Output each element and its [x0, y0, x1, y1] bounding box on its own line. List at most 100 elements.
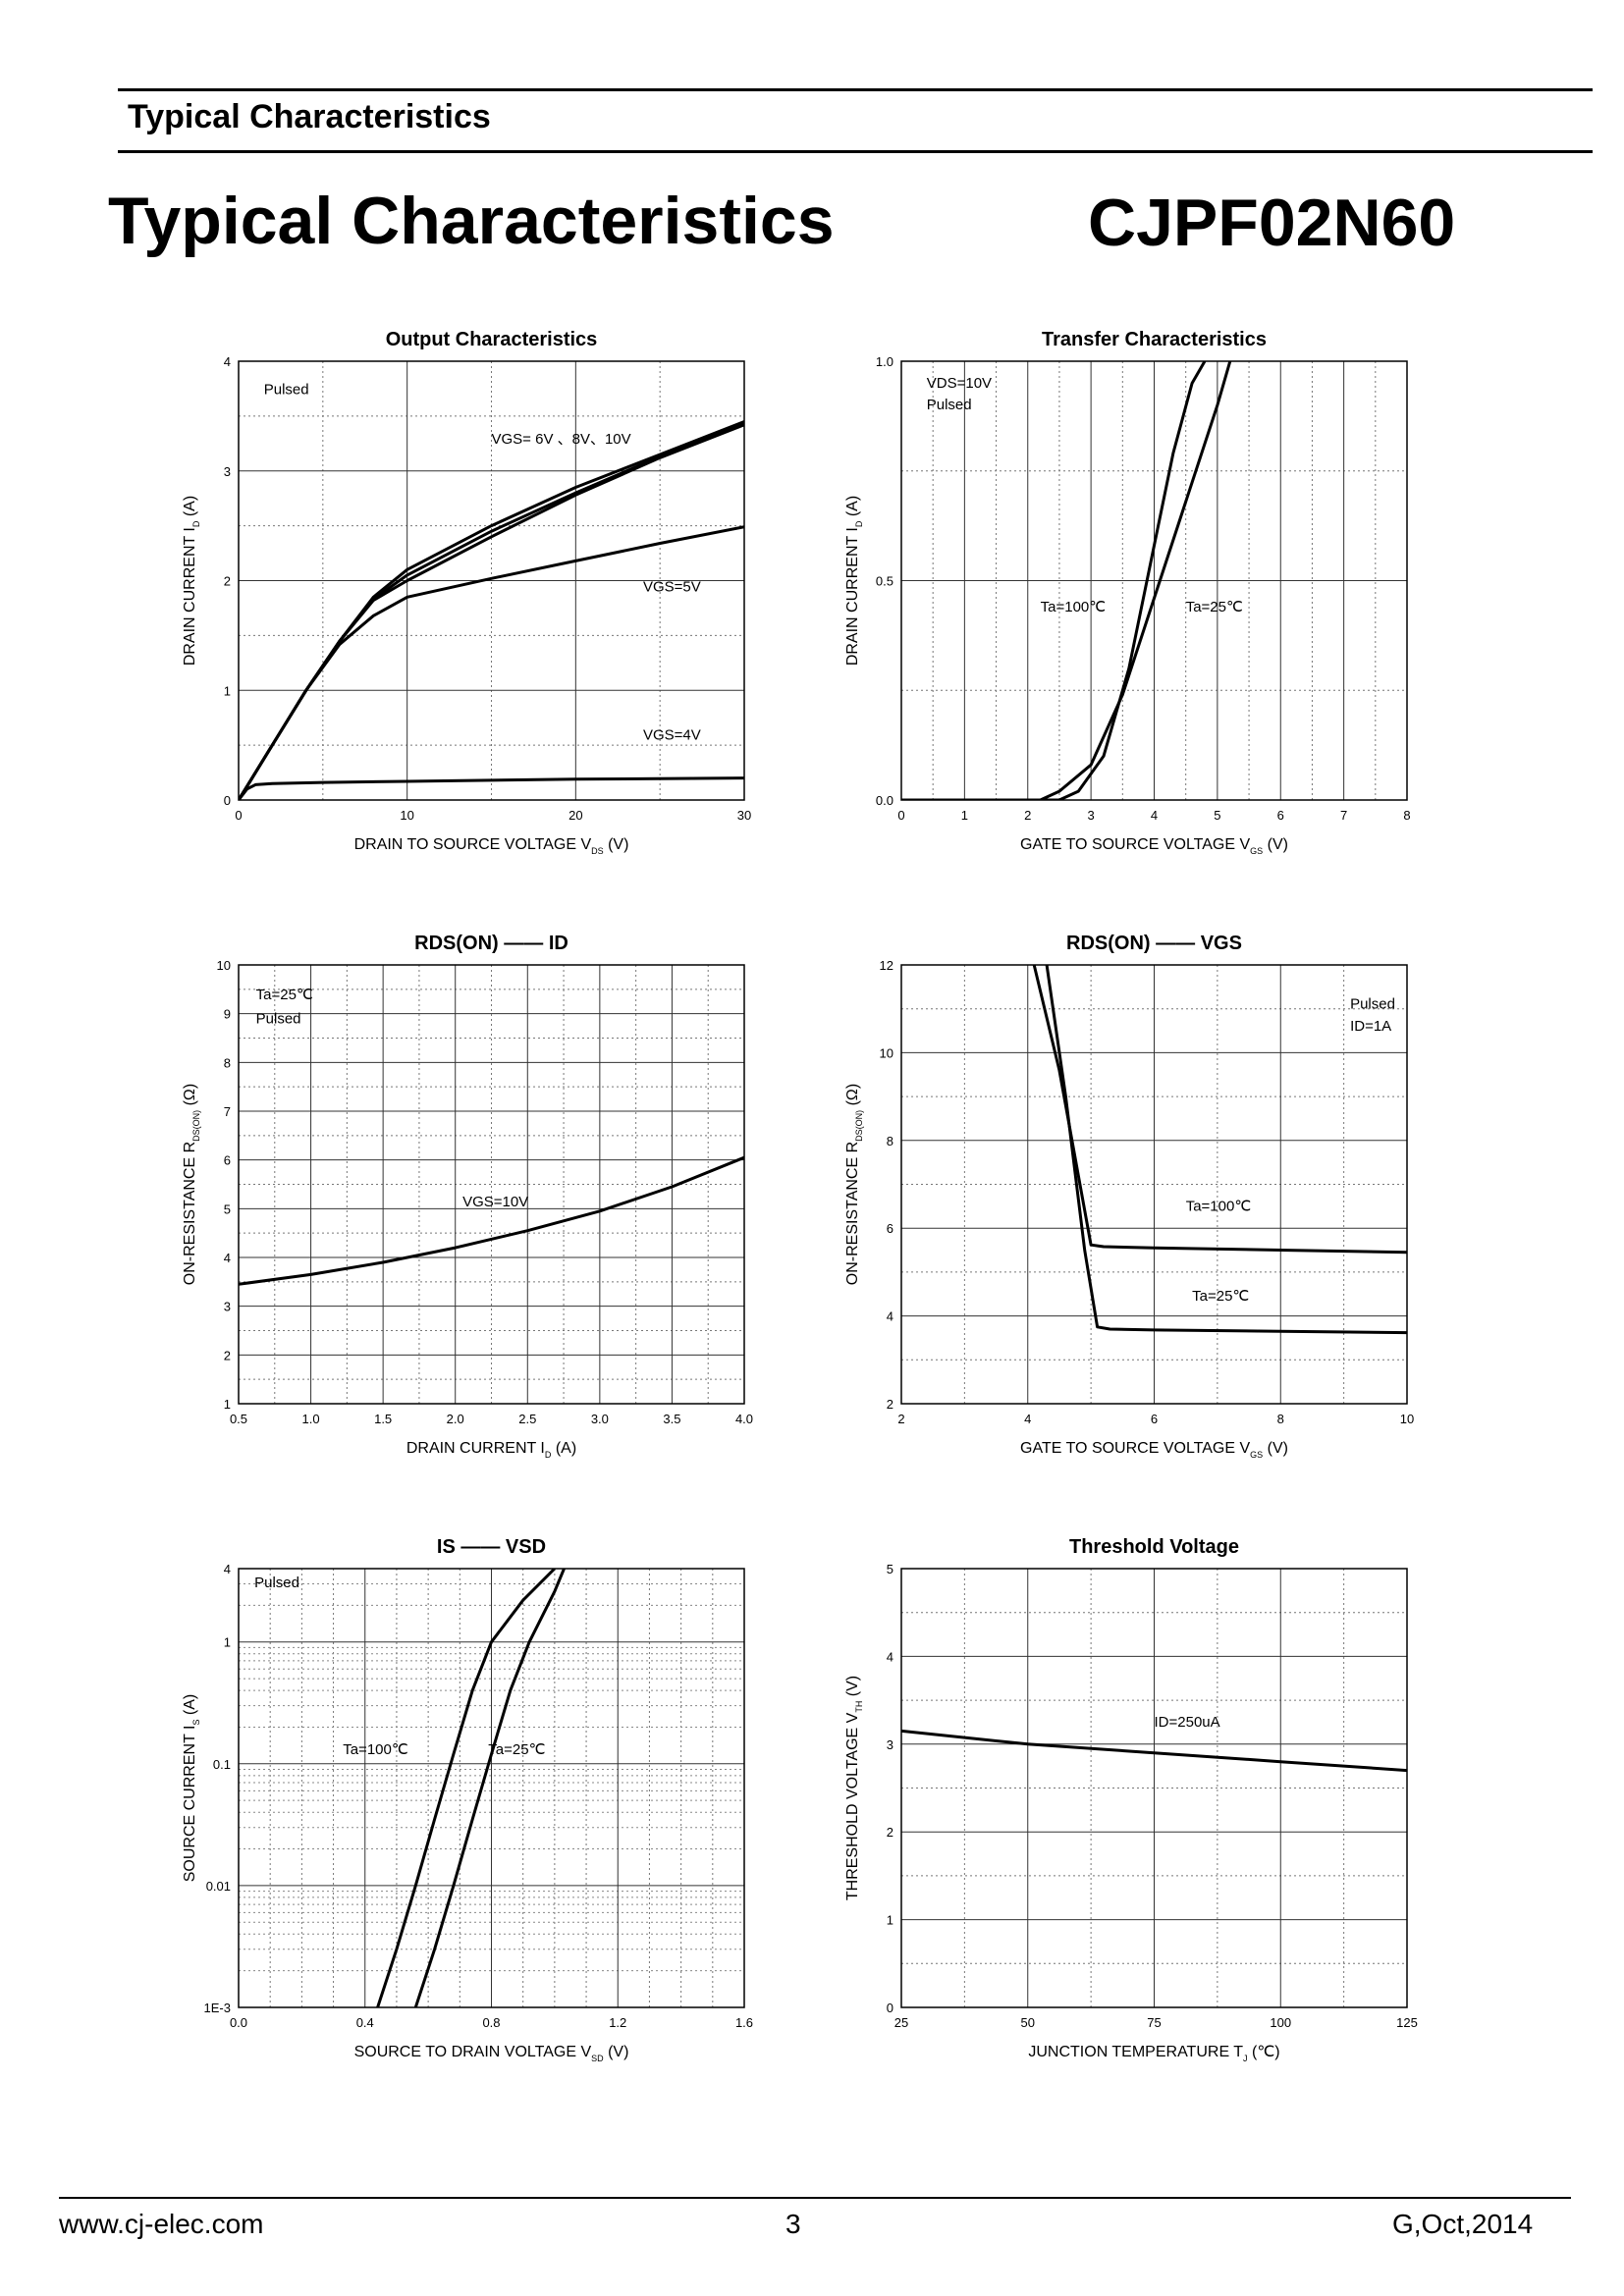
series-line-ta100 — [1032, 965, 1407, 1255]
x-tick-label: 4 — [1024, 1412, 1031, 1426]
chart-title: RDS(ON) —— ID — [414, 933, 568, 954]
x-tick-label: 25 — [894, 2015, 908, 2030]
y-tick-label: 4 — [224, 354, 231, 369]
y-tick-label: 4 — [224, 1251, 231, 1265]
chart-rdson_vgs: 2 4 6 8 10 2 4 6 8 10 12 RDS(ON) —— VGS GATE TO SOUR… — [844, 933, 1414, 1460]
annotation: VGS=4V — [643, 727, 701, 744]
chart-transfer: 0 1 2 3 4 5 6 7 8 0.0 0.5 1.0 Transfer Characteristi… — [844, 329, 1411, 856]
chart-title: IS —— VSD — [437, 1536, 546, 1558]
y-tick-label: 9 — [224, 1007, 231, 1022]
chart-title: RDS(ON) —— VGS — [1066, 933, 1242, 954]
y-tick-label: 12 — [880, 958, 893, 973]
x-axis-label: DRAIN CURRENT ID (A) — [406, 1440, 576, 1460]
section-title: Typical Characteristics — [128, 98, 491, 135]
footer-page-number: 3 — [785, 2209, 801, 2239]
x-tick-label: 1.2 — [609, 2015, 626, 2030]
x-tick-label: 1.5 — [374, 1412, 392, 1426]
footer-website[interactable]: www.cj-elec.com — [59, 2209, 264, 2239]
x-tick-label: 1 — [961, 808, 968, 823]
y-axis-label: DRAIN CURRENT ID (A) — [844, 496, 864, 666]
series-line-ta100 — [376, 1569, 556, 2007]
y-tick-label: 1 — [224, 1635, 231, 1650]
x-tick-label: 4.0 — [735, 1412, 753, 1426]
y-tick-label: 1.0 — [876, 354, 893, 369]
series-line-id250ua — [901, 1729, 1407, 1773]
annotation: Pulsed — [254, 1575, 299, 1591]
plot-frame — [900, 360, 1408, 801]
y-tick-label: 2 — [887, 1397, 893, 1412]
annotation: Ta=25℃ — [1186, 599, 1243, 615]
annotation: Ta=25℃ — [256, 987, 313, 1003]
y-tick-label: 10 — [880, 1045, 893, 1060]
x-tick-label: 6 — [1151, 1412, 1158, 1426]
y-axis-label: THRESHOLD VOLTAGE VTH (V) — [844, 1676, 864, 1900]
y-tick-label: 10 — [217, 958, 231, 973]
page-title: Typical Characteristics — [108, 184, 835, 258]
y-tick-label: 1 — [224, 1397, 231, 1412]
y-tick-label: 0.0 — [876, 793, 893, 808]
series-line-ta25 — [1045, 965, 1407, 1335]
annotation: Pulsed — [264, 382, 309, 399]
y-tick-label: 4 — [887, 1649, 893, 1664]
x-tick-label: 8 — [1403, 808, 1410, 823]
y-tick-label: 6 — [224, 1153, 231, 1168]
annotation: Ta=100℃ — [343, 1741, 407, 1758]
x-tick-label: 30 — [737, 808, 751, 823]
x-tick-label: 7 — [1340, 808, 1347, 823]
annotation: VGS= 6V 、8V、10V — [492, 431, 631, 448]
x-tick-label: 2.0 — [447, 1412, 464, 1426]
chart-is_vsd: 0.0 0.4 0.8 1.2 1.6 1E-3 0.01 0.1 1 4 IS —— VSD SOU… — [182, 1536, 753, 2063]
y-tick-label: 2 — [887, 1825, 893, 1840]
y-tick-label: 0.5 — [876, 574, 893, 589]
y-axis-label: SOURCE CURRENT IS (A) — [182, 1694, 201, 1883]
x-tick-label: 0 — [897, 808, 904, 823]
series-line-vgs10v — [239, 1155, 744, 1286]
chart-title: Threshold Voltage — [1069, 1536, 1239, 1558]
chart-threshold: 25 50 75 100 125 0 1 2 3 4 5 Threshold Voltage JUNCT… — [844, 1536, 1418, 2063]
y-tick-label: 0.01 — [206, 1879, 231, 1894]
y-tick-label: 0 — [224, 793, 231, 808]
footer-rule — [59, 2197, 1571, 2199]
x-tick-label: 50 — [1021, 2015, 1035, 2030]
x-tick-label: 8 — [1277, 1412, 1284, 1426]
annotation: ID=250uA — [1155, 1714, 1220, 1731]
x-tick-label: 0.0 — [230, 2015, 247, 2030]
y-axis-label: ON-RESISTANCE RDS(ON) (Ω) — [844, 1084, 864, 1285]
y-tick-label: 0 — [887, 2001, 893, 2015]
y-tick-label: 7 — [224, 1104, 231, 1119]
series-line-vgs5v — [239, 525, 744, 800]
x-tick-label: 2 — [897, 1412, 904, 1426]
y-tick-label: 2 — [224, 1348, 231, 1362]
x-axis-label: GATE TO SOURCE VOLTAGE VGS (V) — [1020, 1440, 1288, 1460]
annotation: VGS=5V — [643, 579, 701, 596]
annotation: Pulsed — [256, 1011, 301, 1028]
x-tick-label: 125 — [1396, 2015, 1418, 2030]
y-tick-label: 4 — [224, 1562, 231, 1576]
x-tick-label: 3.5 — [663, 1412, 680, 1426]
x-tick-label: 0 — [235, 808, 242, 823]
annotation: Pulsed — [927, 397, 972, 413]
plot-frame — [900, 1568, 1408, 2008]
x-tick-label: 10 — [400, 808, 413, 823]
annotation: Ta=25℃ — [1192, 1288, 1249, 1305]
series-line-ta25 — [413, 1569, 566, 2007]
chart-output: 0 10 20 30 0 1 2 3 4 Output Characteristics DRAIN … — [182, 329, 751, 856]
y-tick-label: 3 — [887, 1737, 893, 1752]
x-tick-label: 100 — [1270, 2015, 1291, 2030]
x-tick-label: 2 — [1024, 808, 1031, 823]
annotation: VGS=10V — [462, 1194, 528, 1210]
y-tick-label: 1E-3 — [204, 2001, 231, 2015]
part-number: CJPF02N60 — [1088, 186, 1456, 260]
x-tick-label: 1.6 — [735, 2015, 753, 2030]
chart-title: Output Characteristics — [386, 329, 598, 350]
x-axis-label: SOURCE TO DRAIN VOLTAGE VSD (V) — [354, 2044, 629, 2063]
annotation: Ta=25℃ — [488, 1741, 545, 1758]
y-axis-label: DRAIN CURRENT ID (A) — [182, 496, 201, 666]
y-tick-label: 3 — [224, 1300, 231, 1314]
annotation: Pulsed — [1350, 996, 1395, 1013]
x-tick-label: 0.4 — [356, 2015, 374, 2030]
x-axis-label: GATE TO SOURCE VOLTAGE VGS (V) — [1020, 836, 1288, 856]
x-tick-label: 1.0 — [302, 1412, 320, 1426]
x-tick-label: 3.0 — [591, 1412, 609, 1426]
